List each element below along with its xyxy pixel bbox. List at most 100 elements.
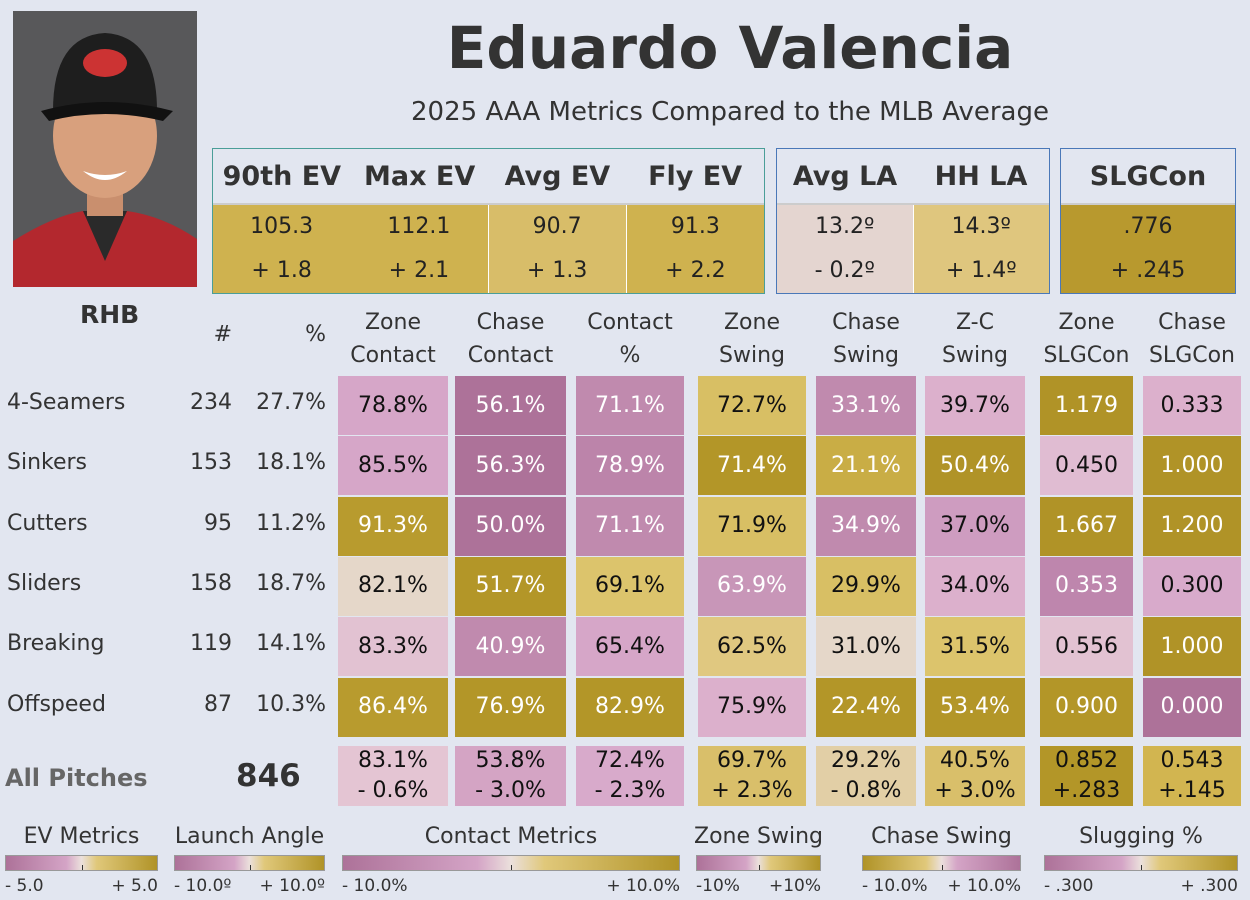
legend-title: Contact Metrics xyxy=(424,824,598,849)
summary-value: 112.1 xyxy=(387,214,451,239)
pitch-type-label: Sliders xyxy=(7,570,82,596)
column-header-line2: SLGCon xyxy=(1148,343,1236,368)
column-header-line1: Chase xyxy=(476,310,545,335)
legend-gradient-bar xyxy=(5,855,158,871)
count-header: # xyxy=(213,322,232,347)
table-cell: 65.4% xyxy=(576,617,684,677)
table-cell: 0.300 xyxy=(1143,556,1241,616)
column-header-line2: Swing xyxy=(719,343,785,368)
legend-title: Launch Angle xyxy=(174,824,325,849)
pitch-percent: 27.7% xyxy=(256,390,326,415)
legend-title: Zone Swing xyxy=(694,824,823,849)
table-cell: 71.9% xyxy=(698,496,806,556)
summary-header: SLGCon xyxy=(1089,161,1207,192)
summary-cell: 91.3 + 2.2 xyxy=(625,205,764,293)
table-cell: 1.200 xyxy=(1143,496,1241,556)
table-cell: 71.1% xyxy=(576,496,684,556)
table-cell: 82.9% xyxy=(576,677,684,737)
page-subtitle: 2025 AAA Metrics Compared to the MLB Ave… xyxy=(411,97,1049,127)
summary-header-row: Avg LA HH LA xyxy=(777,149,1049,205)
total-cell: 72.4% - 2.3% xyxy=(576,746,684,806)
legend-midpoint-tick xyxy=(941,865,943,870)
legend-gradient-bar xyxy=(1044,855,1238,871)
batter-hand: RHB xyxy=(80,300,140,329)
summary-value: 91.3 xyxy=(670,214,720,239)
total-diff: + 3.0% xyxy=(934,778,1016,803)
table-cell: 0.450 xyxy=(1040,436,1133,496)
slg-summary-box: SLGCon .776 + .245 xyxy=(1060,148,1236,294)
table-cell: 69.1% xyxy=(576,556,684,616)
summary-cell: 112.1 + 2.1 xyxy=(350,205,488,293)
table-cell: 72.7% xyxy=(698,376,806,435)
table-cell: 29.9% xyxy=(816,556,916,616)
summary-header: Avg EV xyxy=(504,161,611,192)
legend-min-label: - 10.0% xyxy=(862,876,928,896)
column-header-line1: Zone xyxy=(364,310,421,335)
summary-values-row: 105.3 + 1.8 112.1 + 2.1 90.7 + 1.3 91.3 + 2.2 xyxy=(213,205,764,293)
column-header: Z-C Swing xyxy=(915,306,1035,372)
pitch-type-label: Breaking xyxy=(7,631,105,657)
total-cell: 69.7% + 2.3% xyxy=(698,746,806,806)
summary-value: 105.3 xyxy=(250,214,314,239)
total-cell: 83.1% - 0.6% xyxy=(338,746,448,806)
column-header: Chase SLGCon xyxy=(1133,306,1250,372)
pitch-percent: 14.1% xyxy=(256,631,326,657)
legend-title: Chase Swing xyxy=(871,824,1012,849)
summary-diff: - 0.2º xyxy=(814,258,875,283)
summary-cell: 13.2º - 0.2º xyxy=(777,205,913,293)
table-cell: 37.0% xyxy=(925,496,1025,556)
table-cell: 71.1% xyxy=(576,376,684,435)
player-photo xyxy=(13,11,197,287)
legend-gradient-bar xyxy=(696,855,821,871)
total-diff: +.145 xyxy=(1158,778,1226,803)
summary-diff: + .245 xyxy=(1110,258,1186,283)
table-cell: 78.9% xyxy=(576,436,684,496)
legend-midpoint-tick xyxy=(758,865,760,870)
column-header: Chase Swing xyxy=(806,306,926,372)
total-cell: 29.2% - 0.8% xyxy=(816,746,916,806)
legend-max-label: + .300 xyxy=(1180,876,1239,896)
pct-header: % xyxy=(305,322,326,347)
table-cell: 91.3% xyxy=(338,496,448,556)
legend-midpoint-tick xyxy=(81,865,83,870)
summary-cell: 105.3 + 1.8 xyxy=(213,205,351,293)
legend-min-label: - 10.0º xyxy=(174,876,232,896)
total-value: 69.7% xyxy=(717,748,787,773)
total-value: 0.543 xyxy=(1160,748,1224,773)
table-cell: 0.000 xyxy=(1143,677,1241,737)
table-cell: 50.0% xyxy=(455,496,566,556)
total-diff: +.283 xyxy=(1052,778,1121,803)
legend-midpoint-tick xyxy=(249,865,251,870)
total-value: 53.8% xyxy=(475,748,546,773)
pitch-count: 234 xyxy=(190,390,232,415)
column-header-line1: Contact xyxy=(587,310,673,335)
pitch-percent: 10.3% xyxy=(256,691,326,717)
legend-max-label: + 10.0º xyxy=(259,876,325,896)
ev-summary-box: 90th EV Max EV Avg EV Fly EV 105.3 + 1.8 112.1… xyxy=(212,148,765,294)
table-cell: 31.5% xyxy=(925,617,1025,677)
column-header: Contact% xyxy=(566,306,694,372)
summary-values-row: 13.2º - 0.2º 14.3º + 1.4º xyxy=(777,205,1049,293)
total-value: 83.1% xyxy=(358,748,428,773)
column-header-line1: Chase xyxy=(832,310,900,335)
column-header-line2: Contact xyxy=(467,343,554,368)
table-cell: 0.556 xyxy=(1040,617,1133,677)
summary-diff: + 1.3 xyxy=(526,258,588,283)
total-value: 0.852 xyxy=(1055,748,1118,773)
total-cell: 0.543 +.145 xyxy=(1143,746,1241,806)
table-cell: 51.7% xyxy=(455,556,566,616)
table-cell: 1.179 xyxy=(1040,376,1133,435)
legend-gradient-bar xyxy=(174,855,325,871)
table-cell: 33.1% xyxy=(816,376,916,435)
column-header-line1: Zone xyxy=(1058,310,1115,335)
table-cell: 78.8% xyxy=(338,376,448,435)
table-cell: 75.9% xyxy=(698,677,806,737)
column-header-line2: Contact xyxy=(350,343,436,368)
legend-min-label: -10% xyxy=(696,876,740,896)
table-cell: 71.4% xyxy=(698,436,806,496)
legend-max-label: + 10.0% xyxy=(606,876,680,896)
legend-midpoint-tick xyxy=(511,865,512,870)
pitch-count: 87 xyxy=(204,691,232,717)
pitch-percent: 18.1% xyxy=(256,450,326,476)
legend-min-label: - .300 xyxy=(1044,876,1094,896)
